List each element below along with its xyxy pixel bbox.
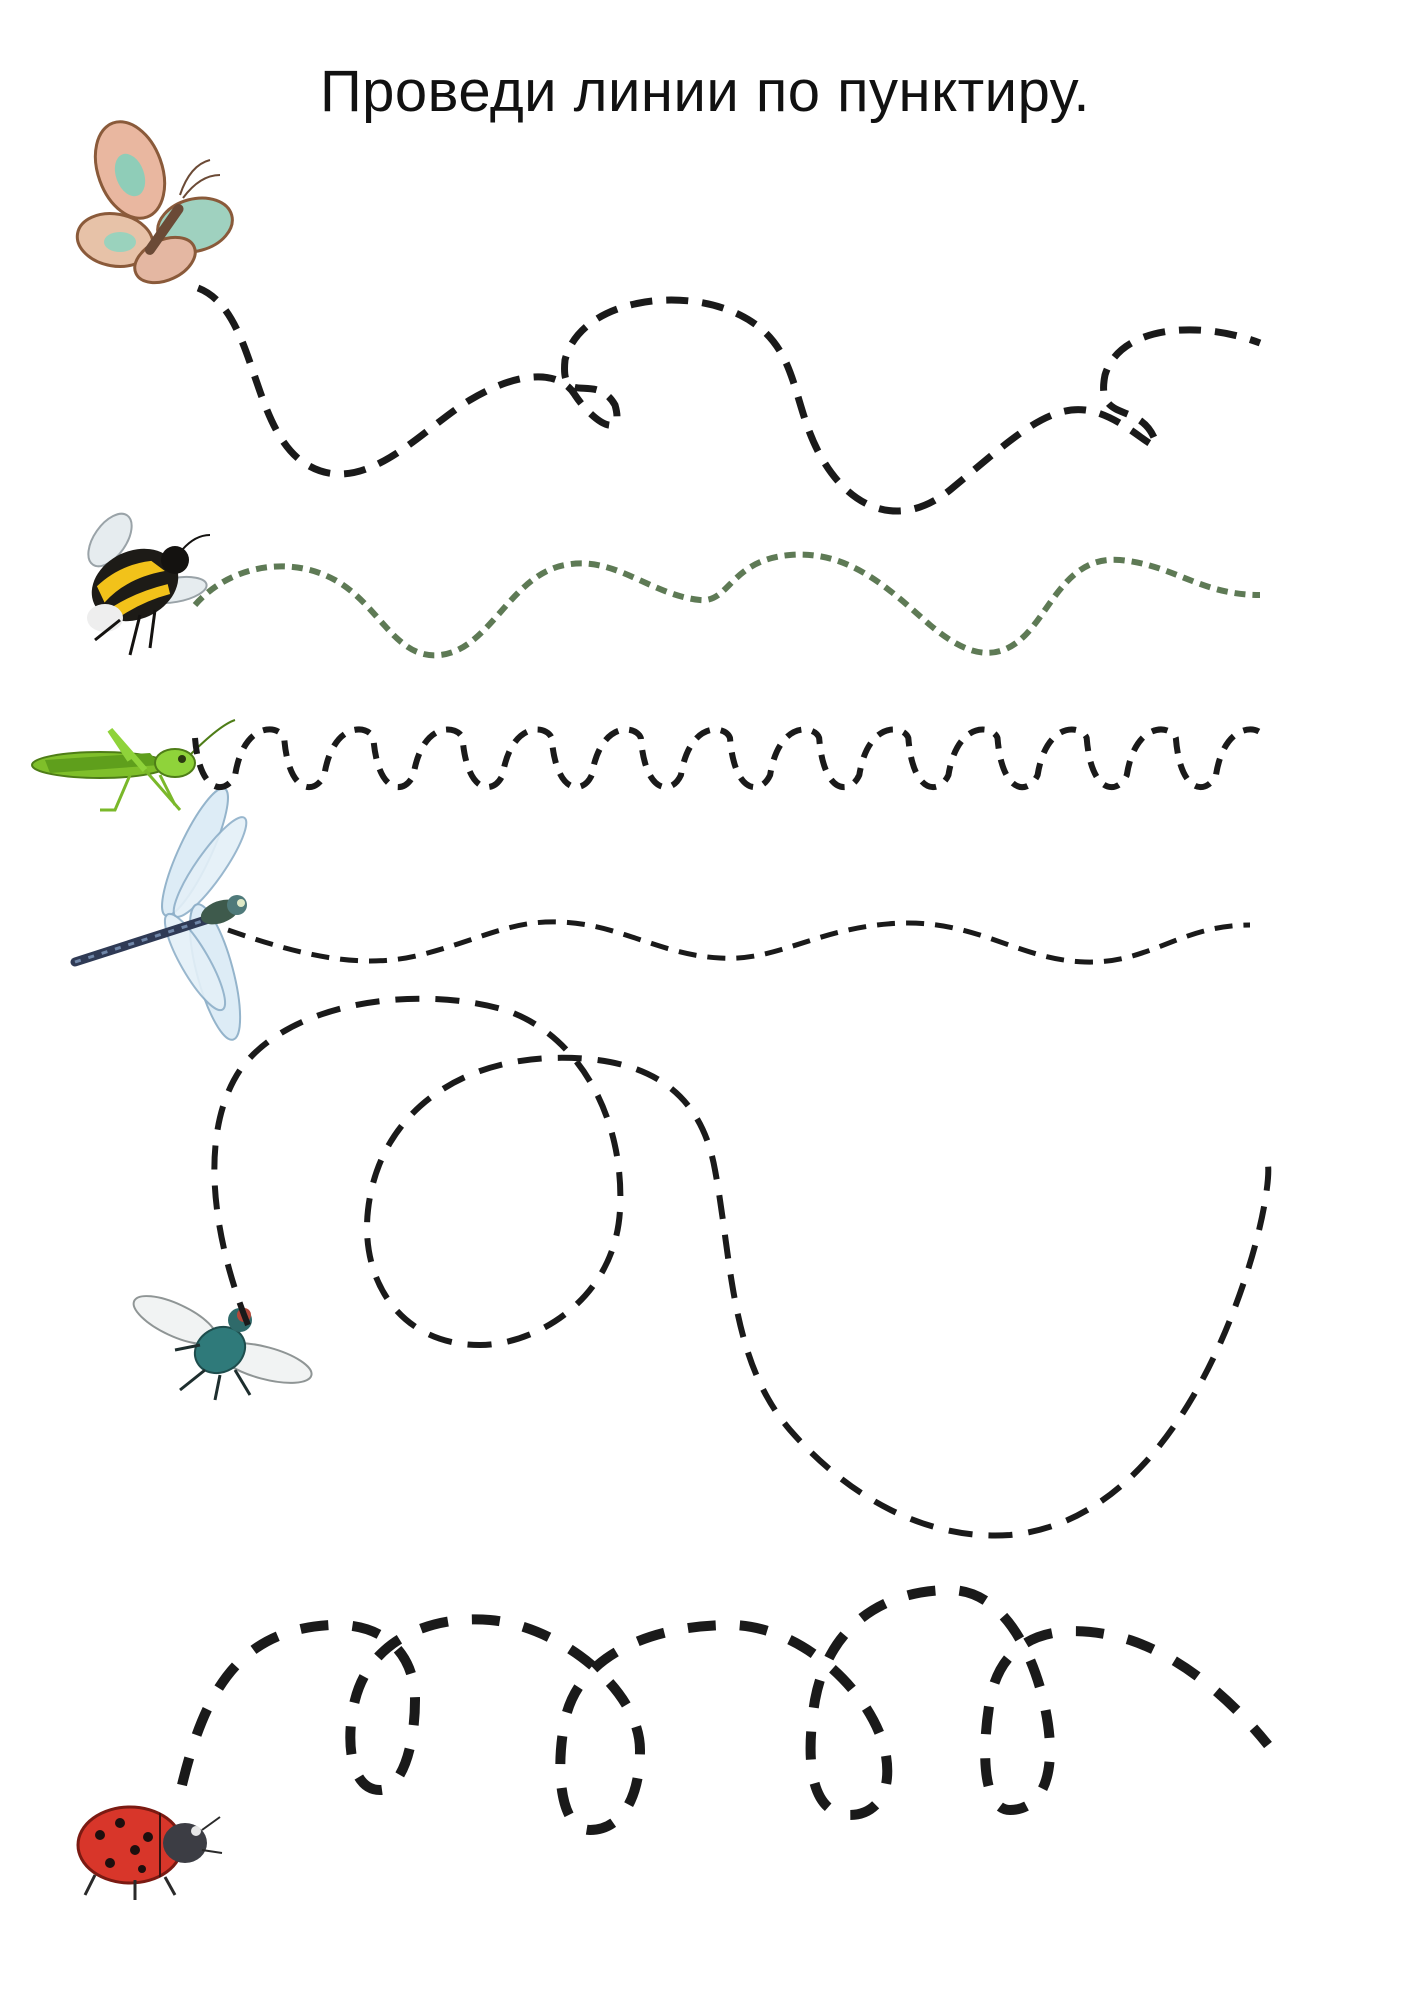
fly-trail[interactable] [214,999,1268,1536]
dragonfly-trail[interactable] [228,922,1250,962]
bumblebee-trail[interactable] [195,555,1260,656]
butterfly-trail[interactable] [198,288,1260,511]
dragonfly-icon [75,782,256,1044]
butterfly-icon [73,112,238,292]
ladybug-trail[interactable] [182,1590,1268,1830]
fly-icon [127,1286,315,1400]
grasshopper-trail[interactable] [195,729,1265,787]
grasshopper-icon [32,720,235,810]
ladybug-icon [78,1807,222,1900]
bumblebee-icon [80,506,210,655]
